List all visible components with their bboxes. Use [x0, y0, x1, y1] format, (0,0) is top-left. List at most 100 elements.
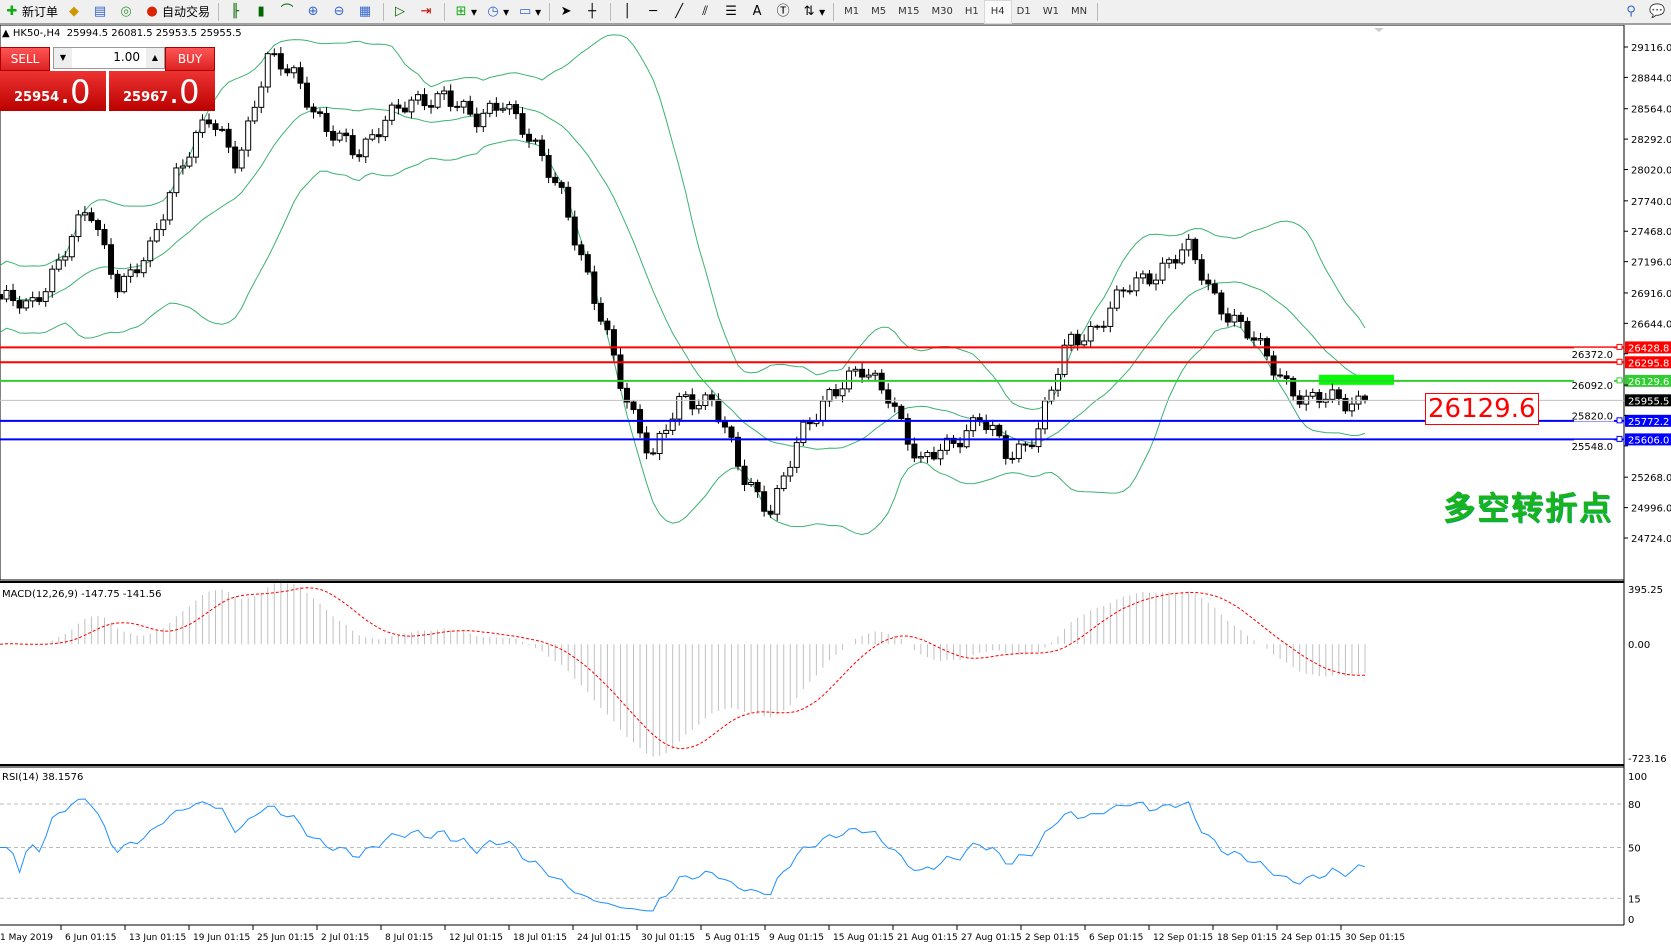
candle-body	[166, 192, 173, 221]
sell-price-box[interactable]: 25954.0	[0, 71, 106, 111]
signals-button[interactable]: ◎	[114, 1, 140, 23]
level-handle	[1616, 358, 1623, 365]
buy-button[interactable]: BUY	[165, 47, 215, 71]
timeframe-m15[interactable]: M15	[898, 5, 920, 17]
price-level-badge	[1625, 414, 1671, 427]
sell-button[interactable]: SELL	[0, 47, 50, 71]
candle-body	[715, 399, 722, 423]
timeframe-m30[interactable]: M30	[931, 5, 953, 17]
text-label-button[interactable]: Ⓣ	[771, 1, 797, 23]
price-tick-label: 24996.0	[1631, 504, 1671, 515]
candle-body	[630, 401, 637, 411]
ohlc-values: 25994.5 26081.5 25953.5 25955.5	[66, 28, 242, 39]
buy-price-fraction: .0	[169, 73, 200, 111]
candle-body	[1205, 279, 1212, 285]
candle-body	[1120, 289, 1127, 292]
price-tick-label: 28564.0	[1631, 105, 1671, 116]
navigator-button[interactable]: ▤	[88, 1, 114, 23]
indicators-icon: ⊞	[455, 3, 467, 19]
timeframe-m1[interactable]: M1	[844, 5, 860, 17]
price-annotation-label[interactable]: 26129.6	[1425, 393, 1539, 425]
candle-body	[819, 400, 826, 421]
text-icon: A	[752, 3, 762, 19]
candle-body	[695, 405, 702, 410]
candle-body	[1244, 320, 1251, 339]
timeframe-h1[interactable]: H1	[964, 5, 979, 17]
candle-body	[225, 128, 232, 148]
turning-point-annotation[interactable]: 多空转折点	[1443, 489, 1614, 527]
candle-body	[891, 402, 898, 407]
horizontal-line-button[interactable]: ─	[641, 1, 667, 23]
candle-body	[676, 396, 683, 420]
lots-increase-button[interactable]: ▲	[146, 48, 164, 68]
rsi-tick-label: 0	[1628, 915, 1634, 926]
candle-body	[1192, 238, 1199, 261]
lots-decrease-button[interactable]: ▼	[54, 48, 72, 68]
indicators-button[interactable]: ⊞ ▾	[449, 1, 481, 23]
toolbar-divider	[444, 2, 446, 21]
candle-body	[212, 123, 219, 130]
lots-input[interactable]: ▼ 1.00 ▲	[53, 47, 165, 69]
candle-body	[689, 394, 696, 410]
equidistant-channel-icon: ⫽	[702, 3, 709, 19]
candle-body	[349, 135, 356, 156]
candle-body	[643, 432, 650, 454]
chart-canvas[interactable]: MACD(12,26,9) -147.75 -141.56 RSI(14) 38.…	[0, 25, 1671, 948]
arrows-button[interactable]: ⇅ ▾	[797, 1, 829, 23]
cursor-button[interactable]: ➤	[554, 1, 580, 23]
time-label: 30 Sep 01:15	[1345, 933, 1405, 943]
templates-button[interactable]: ▭ ▾	[518, 3, 542, 19]
vertical-line-button[interactable]: │	[615, 1, 641, 23]
candle-body	[1257, 338, 1264, 341]
autoscroll-button[interactable]: ▷	[388, 1, 414, 23]
chart-shift-button[interactable]: ⇥	[414, 1, 440, 23]
time-label: 6 Sep 01:15	[1089, 933, 1143, 943]
candle-body	[957, 442, 964, 448]
timeframe-m5[interactable]: M5	[871, 5, 887, 17]
tile-windows-icon: ▦	[358, 3, 372, 19]
chart-shift-marker	[1374, 28, 1384, 32]
zoom-in-button[interactable]: ⊕	[301, 1, 327, 23]
tile-windows-button[interactable]: ▦	[353, 1, 379, 23]
new-order-button[interactable]: ✚ 新订单	[0, 1, 62, 23]
market-watch-icon: ◆	[69, 3, 80, 19]
price-tick-label: 26372.0	[1572, 350, 1613, 361]
candle-body	[356, 154, 363, 158]
candle-body	[395, 104, 402, 109]
candle-body	[1283, 375, 1290, 379]
search-button[interactable]: ⚲	[1619, 1, 1645, 23]
candlestick-button[interactable]: ▮	[249, 1, 275, 23]
crosshair-button[interactable]: ┼	[580, 1, 606, 23]
market-watch-button[interactable]: ◆	[62, 1, 88, 23]
candle-body	[526, 133, 533, 142]
text-button[interactable]: A	[745, 1, 771, 23]
macd-tick-label: 395.25	[1628, 585, 1663, 596]
candlestick-icon: ▮	[257, 3, 265, 19]
trendline-icon: ╱	[675, 3, 684, 19]
line-chart-button[interactable]: ⌒	[275, 1, 301, 23]
candle-body	[591, 271, 598, 304]
zoom-out-button[interactable]: ⊖	[327, 1, 353, 23]
toolbar-divider	[1097, 2, 1099, 21]
chat-button[interactable]: 💬	[1645, 1, 1671, 23]
price-tick-label: 26092.0	[1572, 381, 1613, 392]
candle-body	[1348, 403, 1355, 412]
candle-body	[486, 102, 493, 114]
timeframe-d1[interactable]: D1	[1016, 5, 1031, 17]
trendline-button[interactable]: ╱	[667, 1, 693, 23]
timeframe-w1[interactable]: W1	[1042, 5, 1059, 17]
auto-trading-button[interactable]: ● 自动交易	[140, 1, 214, 23]
periods-button[interactable]: ◷ ▾	[481, 1, 513, 23]
candle-body	[1081, 340, 1088, 346]
buy-price-box[interactable]: 25967.0	[109, 71, 215, 111]
rsi-line	[0, 798, 1366, 912]
equidistant-channel-button[interactable]: ⫽	[693, 1, 719, 23]
candle-body	[36, 297, 43, 302]
macd-tick-label: -723.16	[1628, 754, 1667, 765]
bar-chart-button[interactable]: ╟	[223, 1, 249, 23]
timeframe-mn[interactable]: MN	[1070, 5, 1088, 17]
candle-body	[917, 456, 924, 459]
fibonacci-icon: ☰	[725, 3, 737, 19]
fibonacci-button[interactable]: ☰	[719, 1, 745, 23]
timeframe-h4[interactable]: H4	[983, 0, 1012, 24]
